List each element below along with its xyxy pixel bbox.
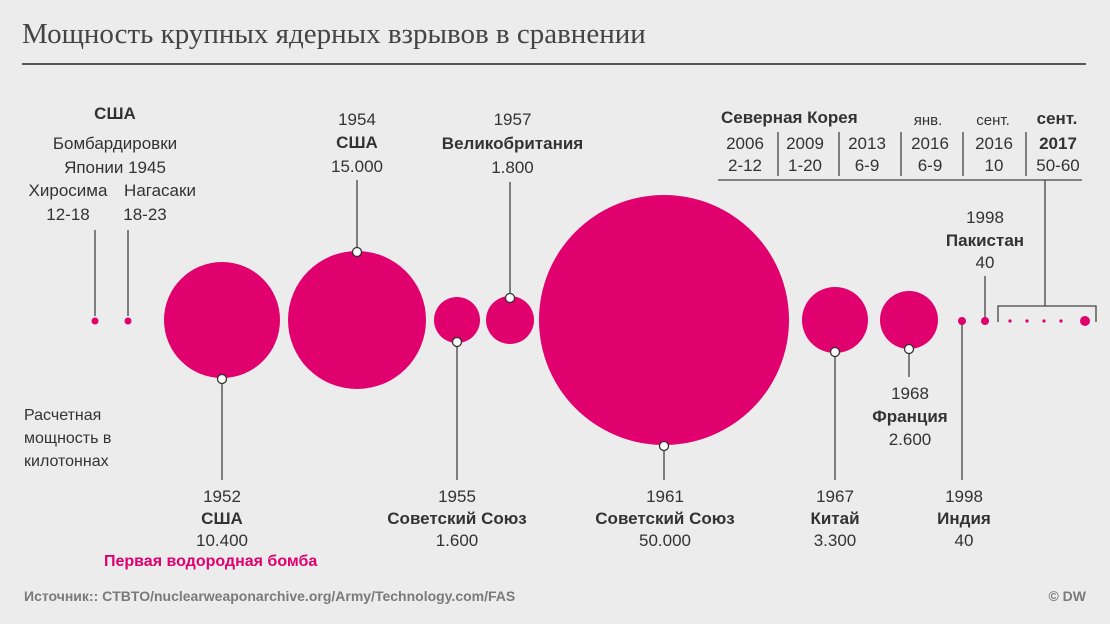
country-cn1967: Китай <box>810 509 860 528</box>
yield-us1952: 10.400 <box>196 531 248 550</box>
country-su1955: Советский Союз <box>387 509 527 528</box>
note-line-2: мощность в <box>24 430 112 447</box>
nk-test-dot-2 <box>1025 319 1029 323</box>
bubble-uk1957 <box>486 296 534 344</box>
nk-yield-2: 1-20 <box>787 156 823 175</box>
yield-cn1967: 3.300 <box>813 531 857 550</box>
year-su1955: 1955 <box>438 487 476 506</box>
chart-title: Мощность крупных ядерных взрывов в сравн… <box>22 18 646 50</box>
knob-uk1957 <box>504 292 516 304</box>
country-us1954: США <box>336 133 378 152</box>
knob-us1954 <box>351 246 363 258</box>
bubble-pk1998 <box>981 317 989 325</box>
country-us1952: США <box>201 509 243 528</box>
bubble-fr1968 <box>880 291 938 349</box>
nk-yield-4: 6-9 <box>917 156 943 175</box>
nagasaki-yield: 18-23 <box>123 205 167 224</box>
nk-month-4: янв. <box>913 112 943 129</box>
yield-pk1998: 40 <box>975 253 995 272</box>
title-rule <box>22 63 1086 65</box>
bubble-us1952 <box>164 262 280 378</box>
nagasaki-label: Нагасаки <box>124 181 196 200</box>
yield-su1955: 1.600 <box>435 531 479 550</box>
knob-us1952 <box>216 373 228 385</box>
nk-yield-1: 2-12 <box>727 156 763 175</box>
north-korea-header: Северная Корея <box>721 108 858 127</box>
nk-month-5: сент. <box>976 112 1010 129</box>
hiroshima-yield: 12-18 <box>46 205 90 224</box>
yield-uk1957: 1.800 <box>491 158 534 177</box>
japan-line2: Японии 1945 <box>64 158 166 177</box>
japan-country: США <box>94 104 136 123</box>
nk-month-6: сент. <box>1036 109 1078 128</box>
nk-test-dot-1 <box>1008 319 1012 323</box>
yield-su1961: 50.000 <box>639 531 691 550</box>
bubble-su1961 <box>539 195 789 445</box>
nk-test-dot-3 <box>1042 319 1046 323</box>
first-hbomb-note: Первая водородная бомба <box>104 553 318 570</box>
yield-fr1968: 2.600 <box>888 430 932 449</box>
nk-yield-6: 50-60 <box>1036 156 1080 175</box>
yield-us1954: 15.000 <box>331 157 383 176</box>
knob-su1955 <box>451 336 463 348</box>
bubble-in1998 <box>958 317 966 325</box>
knob-su1961 <box>658 440 670 452</box>
year-fr1968: 1968 <box>891 384 929 403</box>
knob-cn1967 <box>829 346 841 358</box>
nk-yield-5: 10 <box>984 156 1004 175</box>
nk-bracket <box>997 305 1097 322</box>
year-cn1967: 1967 <box>816 487 854 506</box>
knob-fr1968 <box>903 343 915 355</box>
nk-date-2: 2009 <box>786 134 824 153</box>
nk-date-6: 2017 <box>1039 134 1077 153</box>
yield-in1998: 40 <box>954 531 974 550</box>
note-line-1: Расчетная <box>24 407 102 424</box>
hiroshima-bubble <box>91 317 99 325</box>
nk-test-dot-4 <box>1059 319 1063 323</box>
bubble-cn1967 <box>802 287 868 353</box>
nk-yield-3: 6-9 <box>854 156 880 175</box>
year-uk1957: 1957 <box>493 110 532 129</box>
nk-date-1: 2006 <box>726 134 764 153</box>
nagasaki-bubble <box>124 317 132 325</box>
year-us1954: 1954 <box>338 110 376 129</box>
japan-line1: Бомбардировки <box>52 134 178 153</box>
year-su1961: 1961 <box>646 487 684 506</box>
year-in1998: 1998 <box>945 487 983 506</box>
bubble-su1955 <box>434 297 480 343</box>
source-note: Источник:: CTBTO/nuclearweaponarchive.or… <box>24 588 516 604</box>
nk-date-5: 2016 <box>975 134 1013 153</box>
yield-note: Расчетная мощность в килотоннах <box>24 404 111 473</box>
country-uk1957: Великобритания <box>441 134 584 153</box>
copyright: © DW <box>1048 588 1086 604</box>
country-su1961: Советский Союз <box>595 509 735 528</box>
note-line-3: килотоннах <box>24 453 109 470</box>
country-fr1968: Франция <box>872 407 948 426</box>
year-us1952: 1952 <box>203 487 241 506</box>
country-pk1998: Пакистан <box>945 231 1025 250</box>
hiroshima-label: Хиросима <box>28 181 108 200</box>
year-pk1998: 1998 <box>966 208 1004 227</box>
nk-test-dot-2017 <box>1080 316 1090 326</box>
nk-date-3: 2013 <box>848 134 886 153</box>
nk-date-4: 2016 <box>911 134 949 153</box>
bubble-us1954 <box>288 251 426 389</box>
country-in1998: Индия <box>937 509 991 528</box>
